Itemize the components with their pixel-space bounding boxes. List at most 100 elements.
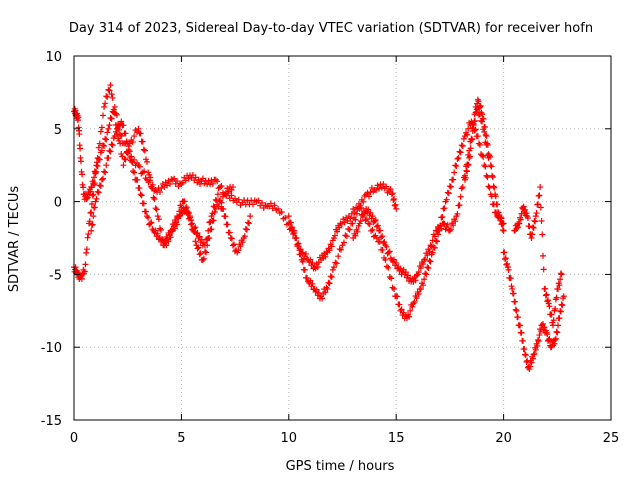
- data-point: [77, 145, 84, 152]
- data-point: [369, 213, 376, 220]
- data-point: [82, 261, 89, 268]
- data-point: [413, 272, 420, 279]
- data-point: [140, 200, 147, 207]
- data-point: [108, 141, 115, 148]
- data-point: [532, 213, 539, 220]
- data-point: [94, 154, 101, 161]
- data-point: [512, 306, 519, 313]
- data-point: [530, 224, 537, 231]
- data-point: [106, 87, 113, 94]
- data-point: [174, 221, 181, 228]
- data-point: [417, 286, 424, 293]
- data-point: [467, 145, 474, 152]
- data-point: [504, 264, 511, 271]
- data-point: [528, 235, 535, 241]
- data-point: [498, 221, 505, 228]
- data-point: [319, 295, 326, 302]
- data-point: [214, 178, 221, 185]
- data-point: [523, 358, 530, 365]
- data-point: [451, 169, 458, 176]
- data-point: [533, 210, 540, 217]
- data-point: [464, 168, 471, 175]
- data-point: [508, 283, 515, 290]
- data-point: [422, 270, 429, 277]
- data-point: [88, 209, 95, 216]
- data-point: [544, 297, 551, 304]
- data-point: [447, 183, 454, 190]
- data-point: [329, 266, 336, 273]
- data-point: [194, 229, 201, 236]
- data-point: [426, 257, 433, 264]
- data-point: [291, 227, 298, 234]
- data-point: [557, 270, 564, 277]
- data-point: [398, 306, 405, 313]
- data-point: [557, 307, 564, 314]
- data-point: [94, 188, 101, 195]
- data-point: [120, 122, 127, 129]
- data-point: [443, 196, 450, 203]
- data-point: [148, 219, 155, 226]
- data-point: [453, 163, 460, 170]
- data-point: [379, 233, 386, 240]
- data-point: [474, 133, 481, 140]
- data-point: [203, 249, 210, 256]
- data-point: [110, 106, 117, 113]
- data-point: [301, 266, 308, 273]
- data-point: [400, 309, 407, 316]
- data-point: [536, 192, 543, 199]
- data-point: [182, 205, 189, 212]
- data-point: [91, 174, 98, 181]
- data-point: [189, 220, 196, 227]
- data-point: [250, 201, 256, 208]
- data-point: [90, 191, 97, 198]
- data-point: [135, 125, 142, 132]
- data-point: [542, 292, 549, 299]
- data-point: [83, 195, 90, 202]
- data-point: [108, 91, 115, 98]
- data-point: [521, 346, 528, 353]
- data-point: [388, 275, 395, 282]
- data-point: [113, 130, 120, 137]
- data-point: [456, 148, 463, 155]
- data-point: [232, 195, 239, 202]
- data-point: [484, 141, 491, 148]
- data-point: [347, 215, 354, 222]
- data-point: [147, 220, 154, 227]
- data-point: [353, 210, 360, 217]
- data-point: [330, 264, 337, 271]
- data-point: [445, 190, 452, 197]
- data-point: [293, 235, 300, 242]
- data-point: [485, 151, 492, 158]
- data-point: [391, 256, 398, 263]
- data-point: [322, 289, 329, 296]
- data-point: [484, 174, 491, 181]
- data-point: [208, 226, 215, 233]
- data-point: [193, 231, 200, 238]
- data-point: [314, 263, 321, 270]
- data-point: [92, 198, 99, 205]
- data-point: [535, 337, 542, 344]
- data-point: [333, 260, 340, 267]
- data-point: [402, 269, 409, 276]
- data-point: [105, 125, 112, 132]
- data-point: [194, 245, 201, 252]
- data-point: [76, 131, 83, 138]
- series-track-g: [500, 249, 567, 373]
- data-point: [421, 276, 428, 283]
- data-point: [96, 140, 103, 147]
- data-point: [151, 195, 158, 202]
- data-point: [98, 176, 105, 183]
- data-point: [378, 184, 385, 191]
- data-point: [363, 216, 370, 223]
- data-point: [98, 124, 105, 131]
- data-point: [557, 276, 564, 283]
- data-point: [427, 258, 434, 265]
- data-point: [99, 175, 106, 182]
- data-point: [374, 222, 381, 229]
- data-point: [108, 115, 115, 122]
- data-point: [107, 115, 114, 122]
- data-point: [450, 222, 457, 229]
- data-point: [266, 203, 273, 210]
- data-point: [376, 185, 383, 192]
- data-point: [150, 194, 157, 201]
